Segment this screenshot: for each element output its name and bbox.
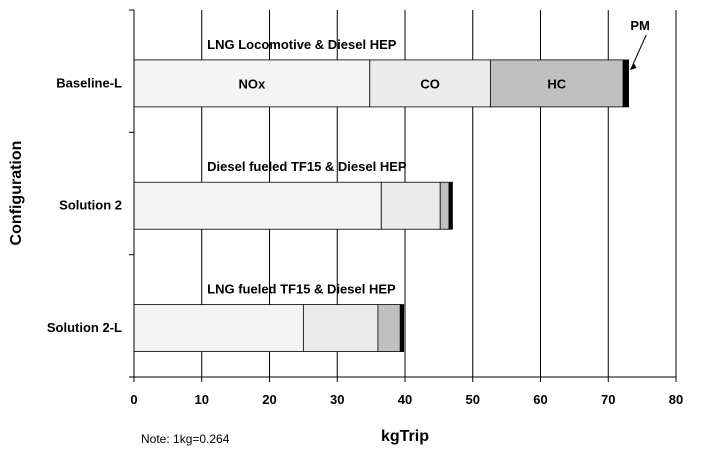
bar-annotation: LNG fueled TF15 & Diesel HEP xyxy=(207,282,396,297)
bar-segment-hc-1 xyxy=(489,59,624,108)
category-label: Solution 2 xyxy=(59,198,122,213)
x-tick-label: 50 xyxy=(466,392,480,407)
bar-segment-pm-1 xyxy=(622,59,629,108)
segment-label-nox: NOx xyxy=(239,76,267,91)
bars xyxy=(133,59,629,352)
x-tick-label: 80 xyxy=(669,392,683,407)
pm-callout-arrow xyxy=(630,62,637,70)
labels: Baseline-L LNG Locomotive & Diesel HEP NOx… xyxy=(47,18,650,335)
bar-segment-nox-3 xyxy=(133,304,304,352)
bar-segment-nox-2 xyxy=(133,181,382,230)
y-axis-title: Configuration xyxy=(8,141,25,246)
x-tick-label: 70 xyxy=(601,392,615,407)
bar-annotation: Diesel fueled TF15 & Diesel HEP xyxy=(207,159,407,174)
bar-annotation: LNG Locomotive & Diesel HEP xyxy=(207,37,397,52)
segment-label-co: CO xyxy=(420,76,440,91)
segment-label-pm: PM xyxy=(630,18,650,33)
category-label: Solution 2-L xyxy=(47,320,122,335)
x-axis-title: kgTrip xyxy=(381,428,429,445)
bar-segment-co-1 xyxy=(369,59,491,108)
x-tick-label: 0 xyxy=(130,392,137,407)
segment-label-hc: HC xyxy=(547,76,566,91)
axes: 0 10 20 30 40 50 60 70 80 kgTrip Configuration xyxy=(8,9,683,445)
footnote: Note: 1kg=0.264 xyxy=(141,432,230,446)
bar-segment-hc-2 xyxy=(439,181,450,230)
category-label: Baseline-L xyxy=(56,75,122,90)
x-tick-label: 20 xyxy=(262,392,276,407)
bar-segment-pm-2 xyxy=(448,181,453,230)
x-tick-label: 60 xyxy=(533,392,547,407)
x-tick-label: 30 xyxy=(330,392,344,407)
x-tick-label: 40 xyxy=(398,392,412,407)
bar-segment-co-2 xyxy=(380,181,441,230)
bar-segment-hc-3 xyxy=(377,304,401,352)
bar-segment-co-3 xyxy=(302,304,379,352)
bar-segment-pm-3 xyxy=(399,304,405,352)
x-tick-label: 10 xyxy=(195,392,209,407)
